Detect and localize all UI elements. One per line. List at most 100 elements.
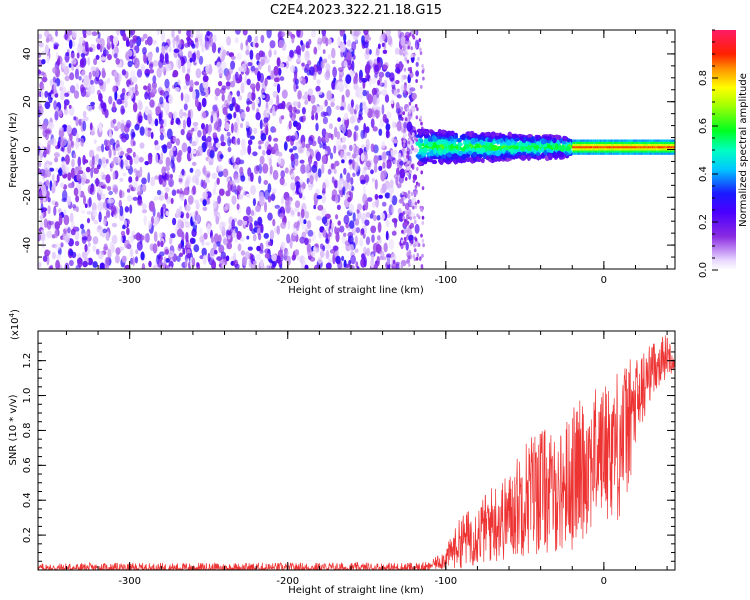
heatmap-cell — [315, 112, 319, 121]
heatmap-cell — [210, 235, 215, 244]
heatmap-cell — [633, 150, 635, 153]
heatmap-cell — [263, 232, 269, 239]
heatmap-cell — [509, 148, 514, 155]
heatmap-cell — [581, 145, 583, 149]
heatmap-cell — [666, 152, 668, 155]
heatmap-cell — [404, 177, 408, 181]
heatmap-cell — [226, 51, 230, 56]
heatmap-cell — [194, 81, 200, 86]
heatmap-cell — [613, 139, 615, 142]
heatmap-cell — [148, 200, 155, 212]
heatmap-cell — [586, 152, 588, 155]
heatmap-cell — [649, 143, 651, 147]
heatmap-cell — [352, 35, 359, 41]
heatmap-cell — [172, 135, 177, 143]
heatmap-cell — [253, 165, 259, 175]
heatmap-cell — [608, 141, 610, 144]
heatmap-cell — [61, 164, 66, 176]
heatmap-cell — [38, 42, 44, 48]
heatmap-cell — [355, 104, 359, 112]
heatmap-cell — [608, 143, 610, 147]
spectrogram-x-axis: -300 -200 -100 0 — [65, 30, 668, 286]
heatmap-cell — [650, 141, 652, 144]
heatmap-cell — [618, 141, 620, 144]
heatmap-cell — [401, 64, 404, 68]
heatmap-cell — [186, 30, 192, 38]
heatmap-cell — [140, 251, 145, 261]
heatmap-cell — [246, 100, 253, 105]
heatmap-cell — [156, 30, 160, 36]
heatmap-cell — [51, 93, 55, 99]
heatmap-cell — [633, 152, 636, 155]
heatmap-cell — [661, 145, 663, 149]
heatmap-cell — [355, 261, 359, 268]
heatmap-cell — [623, 139, 625, 142]
heatmap-cell — [217, 81, 223, 87]
heatmap-cell — [419, 138, 424, 144]
heatmap-cell — [587, 152, 589, 155]
heatmap-cell — [349, 220, 355, 229]
heatmap-cell — [523, 136, 527, 143]
heatmap-cell — [650, 152, 652, 155]
heatmap-cell — [168, 111, 173, 119]
heatmap-cell — [619, 143, 621, 147]
heatmap-cell — [202, 167, 206, 175]
heatmap-cell — [599, 139, 601, 142]
heatmap-cell — [458, 142, 463, 147]
heatmap-cell — [273, 65, 279, 76]
heatmap-cell — [409, 225, 412, 229]
heatmap-cell — [629, 145, 631, 149]
heatmap-cell — [630, 150, 632, 153]
heatmap-cell — [650, 143, 652, 147]
heatmap-cell — [84, 231, 89, 236]
heatmap-cell — [622, 145, 624, 149]
y-tick-label: -40 — [22, 237, 33, 253]
heatmap-cell — [578, 152, 581, 155]
heatmap-cell — [236, 104, 241, 113]
heatmap-cell — [495, 150, 501, 157]
heatmap-cell — [641, 143, 643, 147]
heatmap-cell — [139, 142, 145, 149]
heatmap-cell — [427, 141, 433, 148]
heatmap-cell — [486, 150, 492, 155]
heatmap-cell — [105, 158, 109, 164]
heatmap-cell — [632, 145, 634, 149]
heatmap-cell — [603, 141, 605, 144]
heatmap-cell — [96, 146, 102, 152]
heatmap-cell — [611, 148, 613, 151]
heatmap-cell — [161, 178, 167, 188]
heatmap-cell — [273, 143, 279, 152]
heatmap-cell — [321, 128, 327, 138]
heatmap-cell — [647, 143, 649, 147]
heatmap-cell — [606, 145, 608, 149]
heatmap-cell — [127, 164, 131, 170]
heatmap-cell — [146, 36, 153, 46]
heatmap-cell — [546, 136, 553, 141]
heatmap-cell — [127, 91, 134, 100]
heatmap-cell — [650, 148, 652, 151]
heatmap-cell — [577, 152, 580, 155]
heatmap-cell — [555, 143, 559, 150]
heatmap-cell — [80, 137, 85, 147]
heatmap-cell — [348, 159, 353, 164]
heatmap-cell — [596, 141, 598, 144]
heatmap-cell — [291, 36, 295, 44]
heatmap-cell — [163, 90, 170, 100]
heatmap-cell — [89, 122, 93, 131]
heatmap-cell — [635, 148, 637, 151]
heatmap-cell — [573, 150, 575, 153]
heatmap-cell — [418, 129, 423, 136]
heatmap-cell — [166, 171, 170, 182]
heatmap-cell — [211, 42, 217, 54]
heatmap-cell — [164, 249, 169, 255]
heatmap-cell — [247, 139, 253, 146]
heatmap-cell — [182, 65, 186, 74]
heatmap-cell — [627, 152, 629, 155]
heatmap-cell — [227, 146, 232, 153]
heatmap-cell — [376, 56, 381, 64]
heatmap-cell — [625, 150, 627, 153]
heatmap-cell — [286, 233, 291, 244]
heatmap-cell — [231, 155, 235, 163]
heatmap-cell — [67, 30, 73, 36]
heatmap-cell — [53, 205, 57, 216]
